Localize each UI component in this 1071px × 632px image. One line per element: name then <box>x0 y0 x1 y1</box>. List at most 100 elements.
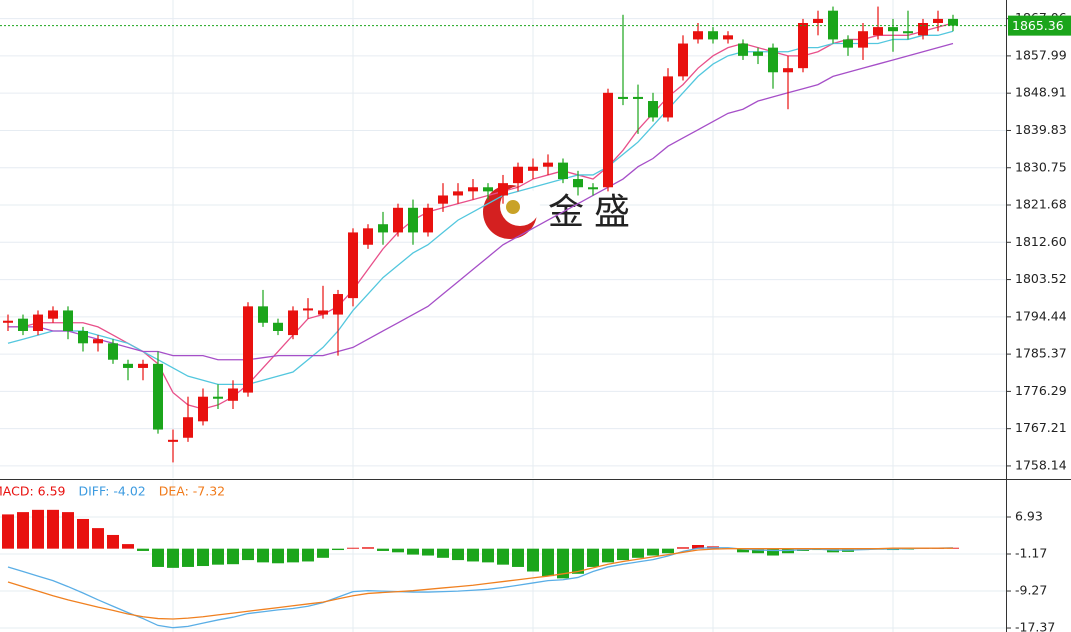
y-tick-label: 1785.37 <box>1015 346 1067 361</box>
macd-bar <box>632 548 644 558</box>
candle-body <box>603 92 613 188</box>
candle-body <box>363 228 373 245</box>
macd-bar <box>737 548 749 553</box>
macd-bar <box>482 548 494 563</box>
candle-body <box>393 207 403 233</box>
macd-bar <box>587 548 599 567</box>
macd-bar <box>332 548 344 551</box>
y-tick-label: 1776.29 <box>1015 383 1067 398</box>
candle-body <box>18 318 28 331</box>
candle-body <box>813 18 823 23</box>
macd-bar <box>647 548 659 556</box>
candle-body <box>933 18 943 23</box>
macd-bar <box>512 548 524 567</box>
candle-body <box>183 417 193 438</box>
candle-body <box>558 162 568 180</box>
candle-body <box>588 187 598 190</box>
macd-bar <box>677 547 689 549</box>
macd-bar <box>17 512 29 549</box>
macd-bar <box>542 548 554 577</box>
macd-bar <box>152 548 164 567</box>
candle-body <box>528 166 538 171</box>
ma-line <box>7 30 954 386</box>
macd-bar <box>47 509 59 549</box>
candle-body <box>858 31 868 48</box>
ma-line <box>8 22 954 410</box>
macd-bar <box>32 509 44 549</box>
y-tick-label: 1758.14 <box>1015 457 1067 472</box>
candle-body <box>48 310 58 319</box>
macd-bar <box>692 545 704 549</box>
macd-bar <box>527 548 539 572</box>
macd-bar <box>212 548 224 565</box>
candle-body <box>873 27 883 36</box>
macd-bar <box>167 548 179 568</box>
candle-body <box>423 207 433 233</box>
candle-body <box>198 396 208 422</box>
candle-body <box>543 162 553 167</box>
candle-body <box>108 343 118 360</box>
y-tick-label: 1848.91 <box>1015 85 1067 100</box>
candle-body <box>273 322 283 331</box>
macd-bar <box>767 548 779 556</box>
candle-body <box>153 363 163 430</box>
candle-body <box>798 22 808 69</box>
macd-bar <box>62 512 74 549</box>
macd-bar <box>392 548 404 553</box>
watermark-logo-inner <box>500 186 540 226</box>
macd-bar <box>197 548 209 567</box>
last-price-label: 1865.36 <box>1012 18 1064 33</box>
candle-body <box>633 96 643 99</box>
macd-bar <box>2 514 14 549</box>
candle-body <box>948 18 958 26</box>
y-tick-label: 1794.44 <box>1015 308 1067 323</box>
candle-body <box>708 31 718 40</box>
candle-body <box>63 310 73 331</box>
candle-body <box>378 224 388 233</box>
y-tick-label: 1839.83 <box>1015 122 1067 137</box>
candle-body <box>768 47 778 73</box>
macd-bar <box>107 534 119 549</box>
macd-bar <box>452 548 464 561</box>
macd-bar <box>287 548 299 563</box>
candle-body <box>318 310 328 315</box>
candle-body <box>498 183 508 196</box>
macd-bar <box>437 548 449 558</box>
macd-bar <box>422 548 434 556</box>
y-tick-label: 1767.21 <box>1015 420 1067 435</box>
candle-body <box>693 31 703 40</box>
macd-bar <box>752 548 764 554</box>
candle-body <box>783 68 793 73</box>
macd-bar <box>497 548 509 565</box>
y-tick-label: -1.17 <box>1015 546 1047 561</box>
y-tick-label: 1857.99 <box>1015 47 1067 62</box>
candle-body <box>453 191 463 196</box>
candle-body <box>738 43 748 56</box>
candle-body <box>408 207 418 233</box>
macd-bar <box>362 547 374 549</box>
macd-bar <box>77 518 89 549</box>
macd-bar <box>272 548 284 564</box>
candle-body <box>843 39 853 48</box>
y-tick-label: 1830.75 <box>1015 159 1067 174</box>
legend-entry: DEA: -7.32 <box>159 484 225 499</box>
watermark-logo-dot <box>506 200 520 214</box>
legend-entry: MACD: 6.59 <box>0 484 66 499</box>
macd-bar <box>317 548 329 558</box>
macd-bar <box>617 548 629 561</box>
candle-body <box>663 76 673 118</box>
candle-body <box>903 31 913 34</box>
candle-body <box>888 27 898 32</box>
macd-bar <box>92 528 104 549</box>
candle-body <box>753 51 763 56</box>
macd-bar <box>572 548 584 574</box>
candle-body <box>723 35 733 40</box>
macd-line <box>7 547 954 629</box>
y-tick-label: 1803.52 <box>1015 271 1067 286</box>
candle-body <box>918 22 928 36</box>
macd-bar <box>242 548 254 561</box>
last-price-box <box>1008 15 1071 36</box>
macd-bar <box>302 548 314 562</box>
